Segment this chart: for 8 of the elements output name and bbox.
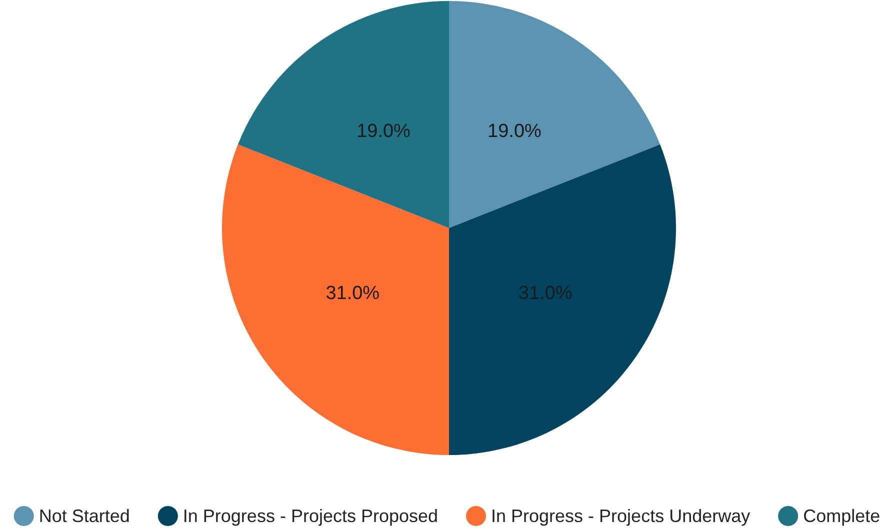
- data-label: 31.0%: [518, 282, 572, 304]
- data-label: 31.0%: [326, 282, 380, 304]
- legend-label: In Progress - Projects Proposed: [182, 506, 438, 526]
- data-label: 19.0%: [488, 121, 542, 142]
- legend-label: Complete: [803, 506, 880, 526]
- legend-label: In Progress - Projects Underway: [491, 506, 750, 526]
- data-label: 19.0%: [356, 121, 411, 142]
- legend-label: Not Started: [38, 506, 130, 526]
